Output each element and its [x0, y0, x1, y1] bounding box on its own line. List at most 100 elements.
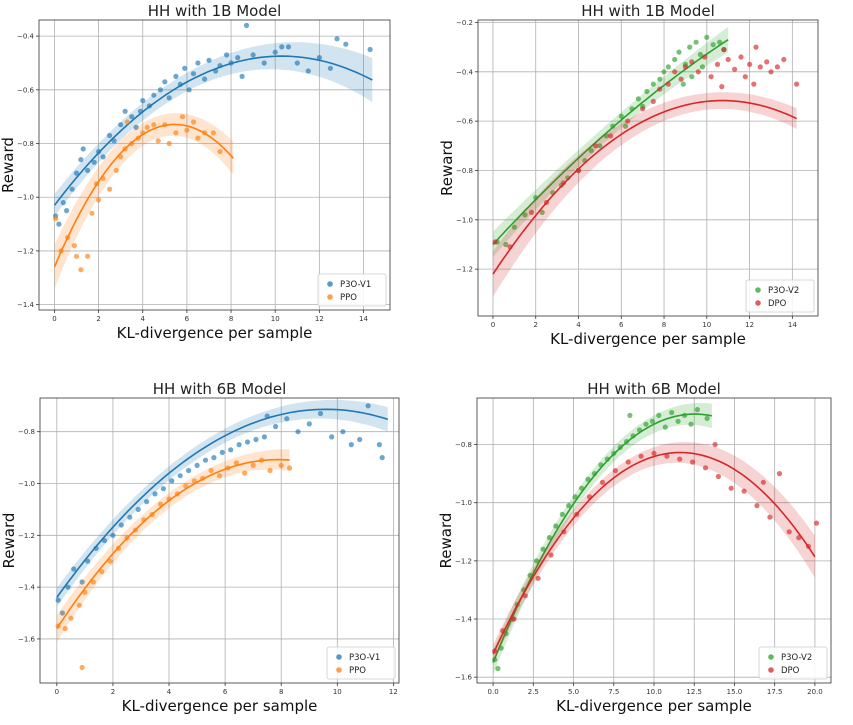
data-point [365, 403, 371, 409]
data-point [715, 473, 722, 480]
data-point [133, 124, 139, 130]
data-point [162, 79, 168, 85]
data-point [528, 209, 535, 215]
data-point [135, 506, 141, 512]
data-point [689, 59, 695, 65]
data-point [664, 453, 670, 459]
y-tick-label: −1.6 [18, 635, 36, 643]
legend-marker [327, 294, 333, 300]
data-point [71, 243, 77, 249]
legend: P3O-V2 DPO [758, 646, 828, 680]
data-point [127, 514, 133, 520]
data-point [144, 499, 150, 505]
legend-marker [755, 287, 761, 293]
data-point [169, 478, 175, 484]
data-point [195, 135, 201, 141]
data-point [495, 665, 501, 672]
data-point [90, 579, 96, 585]
data-point [635, 96, 642, 102]
y-axis-label: Reward [437, 513, 455, 569]
x-tick-label: 2 [111, 688, 115, 696]
data-point [206, 57, 212, 63]
data-point [208, 467, 214, 474]
data-point [96, 197, 102, 203]
data-point [118, 522, 124, 528]
x-tick-label: 14 [788, 321, 797, 329]
data-point [566, 503, 572, 509]
data-point [704, 415, 710, 421]
data-point [693, 39, 699, 45]
data-point [284, 416, 290, 422]
data-point [672, 69, 678, 75]
legend-label: P3O-V1 [340, 280, 371, 290]
data-point [675, 418, 681, 424]
plot-area [40, 398, 399, 683]
data-point [177, 473, 183, 479]
data-point [760, 479, 767, 485]
data-point [173, 73, 179, 79]
data-point [194, 462, 200, 468]
data-point [285, 44, 292, 50]
data-point [753, 44, 759, 50]
series-ppo [53, 113, 234, 290]
data-point [546, 535, 553, 541]
x-tick-label: 17.5 [767, 688, 783, 696]
data-point [53, 216, 59, 222]
x-tick-label: 6 [223, 688, 228, 696]
data-point [535, 575, 541, 581]
x-tick-label: 2 [534, 321, 538, 329]
y-tick-label: −1.4 [18, 584, 36, 592]
fit-line [492, 39, 729, 246]
data-point [151, 122, 157, 128]
data-point [202, 457, 209, 463]
y-tick-label: −1.2 [455, 557, 472, 565]
data-point [140, 98, 146, 104]
data-point [261, 434, 267, 440]
data-point [155, 138, 161, 144]
data-point [672, 56, 678, 63]
data-point [107, 558, 113, 564]
data-point [219, 449, 225, 455]
legend-marker [768, 667, 774, 673]
chart-panel-4: 0.0 2.5 5.0 7.5 10.0 12.5 15.0 17.5 20.0 −0.8 −1.0… [437, 380, 832, 715]
chart-panel-3: 0 2 4 6 8 10 12 −0.8 −1.0 −1.2 −1.4 −1.6 HH with 6B … [0, 380, 400, 715]
data-point [73, 253, 80, 259]
data-point [186, 467, 192, 474]
data-point [379, 455, 385, 461]
x-tick-label: 12 [315, 315, 324, 323]
y-axis-label: Reward [0, 137, 17, 193]
data-point [710, 42, 716, 48]
data-point [638, 453, 644, 459]
data-point [776, 471, 783, 477]
y-tick-label: −0.8 [456, 167, 473, 175]
data-point [317, 410, 324, 417]
data-point [78, 157, 84, 163]
x-tick-label: 0 [55, 688, 59, 696]
legend-label: DPO [768, 299, 787, 309]
data-point [190, 119, 197, 125]
x-tick-label: 5.0 [568, 688, 579, 696]
data-point [702, 54, 708, 60]
fit-line [56, 408, 389, 598]
data-point [60, 200, 66, 206]
data-point [216, 473, 223, 479]
data-point [676, 49, 682, 55]
legend-box [758, 646, 828, 680]
data-point [657, 76, 663, 82]
y-tick-label: −0.8 [17, 140, 34, 148]
data-point [152, 491, 158, 497]
data-point [627, 412, 633, 418]
data-point [272, 49, 278, 55]
x-tick-label: 0 [491, 321, 495, 329]
data-point [79, 579, 85, 585]
plot-area [478, 20, 818, 316]
data-point [348, 442, 354, 448]
legend-marker [336, 667, 342, 673]
data-point [210, 130, 216, 136]
legend: P3O-V1 PPO [317, 273, 387, 307]
data-point [217, 149, 223, 155]
data-point [79, 664, 85, 671]
data-point [781, 56, 787, 63]
data-point [599, 479, 606, 485]
y-axis-label: Reward [438, 140, 456, 196]
